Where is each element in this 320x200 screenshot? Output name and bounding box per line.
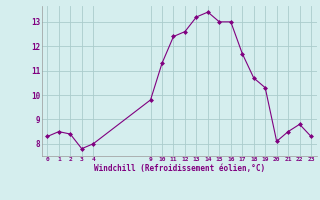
X-axis label: Windchill (Refroidissement éolien,°C): Windchill (Refroidissement éolien,°C) <box>94 164 265 173</box>
